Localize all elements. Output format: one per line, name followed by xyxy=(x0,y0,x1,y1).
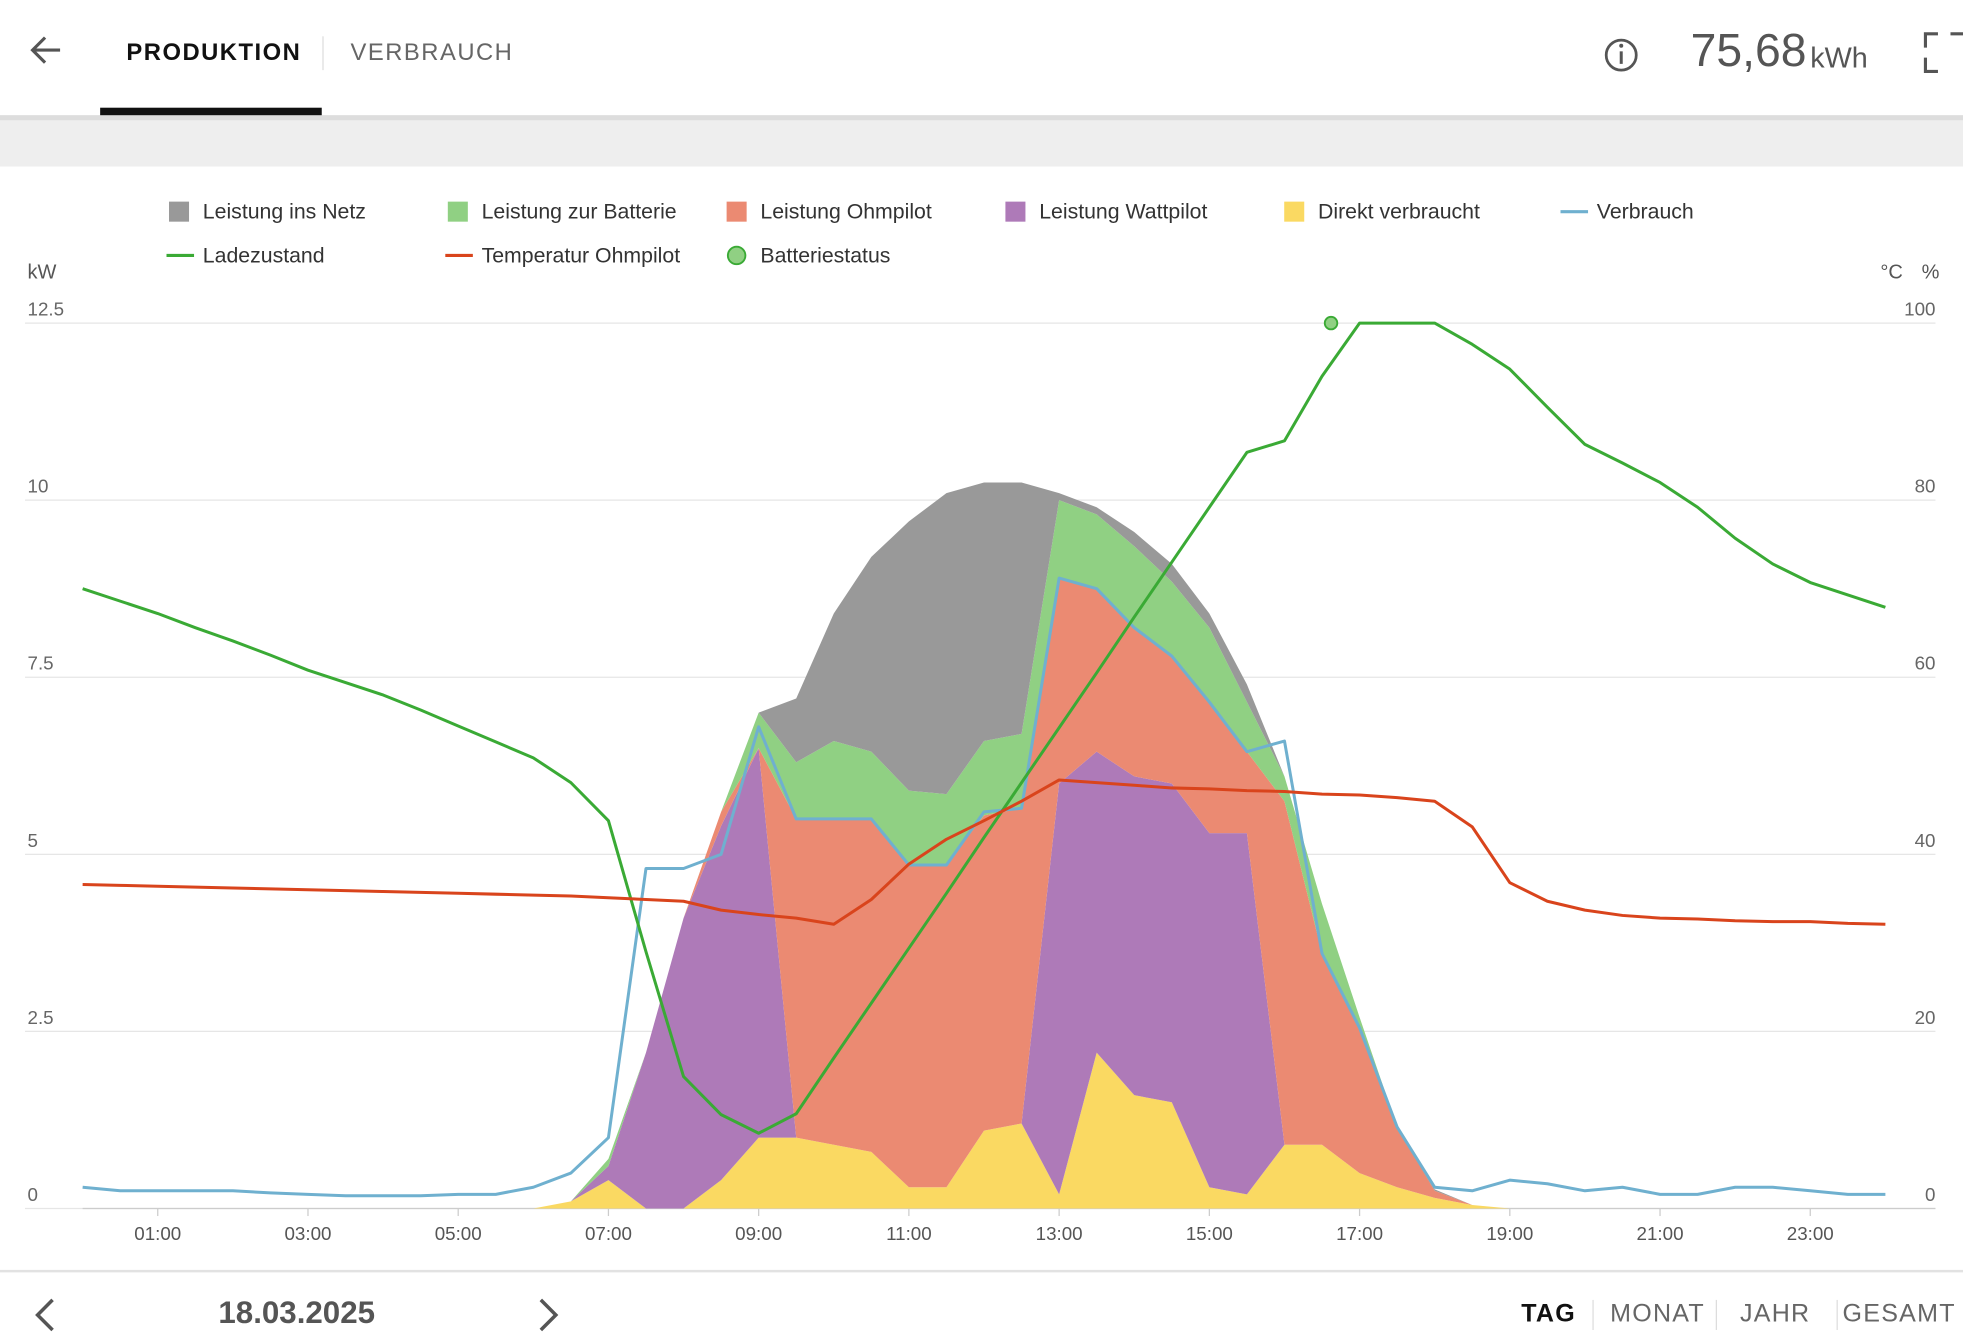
stacked-area xyxy=(82,482,1886,1209)
y2-axis-label: % xyxy=(1922,261,1940,283)
y2-tick-label: 60 xyxy=(1915,653,1936,674)
y2-tick-label: 0 xyxy=(1925,1184,1935,1205)
x-tick-label: 19:00 xyxy=(1486,1223,1533,1244)
header-shadow xyxy=(0,115,1963,121)
period-tab[interactable]: TAG xyxy=(1521,1300,1576,1328)
legend-label[interactable]: Temperatur Ohmpilot xyxy=(482,243,681,267)
y-tick-label: 5 xyxy=(28,830,38,851)
line xyxy=(82,576,1886,1198)
x-tick-label: 11:00 xyxy=(886,1223,932,1244)
y-axis-label: kW xyxy=(28,261,57,283)
prev-day[interactable] xyxy=(35,1298,54,1332)
tab-verbrauch[interactable]: VERBRAUCH xyxy=(351,39,514,66)
legend-swatch xyxy=(447,201,468,222)
x-tick-label: 13:00 xyxy=(1036,1223,1083,1244)
x-tick-label: 17:00 xyxy=(1336,1223,1383,1244)
fullscreen-icon[interactable] xyxy=(1923,32,1963,73)
legend-swatch xyxy=(726,201,747,222)
line xyxy=(82,778,1886,926)
legend-label[interactable]: Batteriestatus xyxy=(760,243,890,267)
legend-label[interactable]: Leistung ins Netz xyxy=(203,200,366,224)
y-tick-label: 2.5 xyxy=(28,1007,54,1028)
y2-tick-label: 40 xyxy=(1915,830,1936,851)
legend-label[interactable]: Verbrauch xyxy=(1597,200,1694,224)
x-tick-label: 21:00 xyxy=(1637,1223,1684,1244)
y2-axis-label: °C xyxy=(1880,261,1902,283)
date[interactable]: 18.03.2025 xyxy=(218,1295,375,1330)
legend-label[interactable]: Direkt verbraucht xyxy=(1318,200,1480,224)
line xyxy=(82,321,1886,1135)
x-tick-label: 07:00 xyxy=(585,1223,632,1244)
tab-produktion[interactable]: PRODUKTION xyxy=(126,39,301,66)
y-tick-label: 0 xyxy=(28,1184,38,1205)
y-tick-label: 10 xyxy=(28,476,49,497)
legend-swatch xyxy=(1005,201,1026,222)
total-unit: kWh xyxy=(1810,43,1868,75)
x-tick-label: 23:00 xyxy=(1787,1223,1834,1244)
legend-label[interactable]: Leistung Wattpilot xyxy=(1039,200,1207,224)
x-tick-label: 05:00 xyxy=(435,1223,482,1244)
y2-tick-label: 80 xyxy=(1915,476,1936,497)
legend-label[interactable]: Leistung zur Batterie xyxy=(482,200,677,224)
x-tick-label: 09:00 xyxy=(735,1223,782,1244)
stacked-area xyxy=(82,578,1886,1209)
y2-tick-label: 100 xyxy=(1904,299,1935,320)
period-tab[interactable]: GESAMT xyxy=(1843,1300,1956,1328)
legend-swatch xyxy=(726,245,747,266)
gray-band xyxy=(0,115,1963,167)
legend-swatch xyxy=(169,201,190,222)
x-tick-label: 15:00 xyxy=(1186,1223,1233,1244)
y2-tick-label: 20 xyxy=(1915,1007,1936,1028)
x-tick-label: 03:00 xyxy=(284,1223,331,1244)
info-icon[interactable] xyxy=(1604,38,1638,72)
legend-label[interactable]: Ladezustand xyxy=(203,243,325,267)
chart: kW °C % 0 2.5 5 7.5 10 12.5 0 20 40 60 80 100 01:00 03:0… xyxy=(25,200,1940,1244)
period-tab[interactable]: MONAT xyxy=(1610,1300,1705,1328)
legend-label[interactable]: Leistung Ohmpilot xyxy=(760,200,931,224)
tab-underline xyxy=(100,107,322,116)
stacked-area xyxy=(82,1052,1886,1209)
y-tick-label: 12.5 xyxy=(28,299,65,320)
point xyxy=(1323,315,1339,331)
total-value: 75,68 xyxy=(1691,24,1807,76)
y-tick-label: 7.5 xyxy=(28,653,54,674)
legend-swatch xyxy=(1284,201,1305,222)
next-day[interactable] xyxy=(539,1298,559,1332)
period-tab[interactable]: JAHR xyxy=(1740,1300,1810,1328)
x-tick-label: 01:00 xyxy=(134,1223,181,1244)
back-arrow[interactable] xyxy=(30,36,61,64)
